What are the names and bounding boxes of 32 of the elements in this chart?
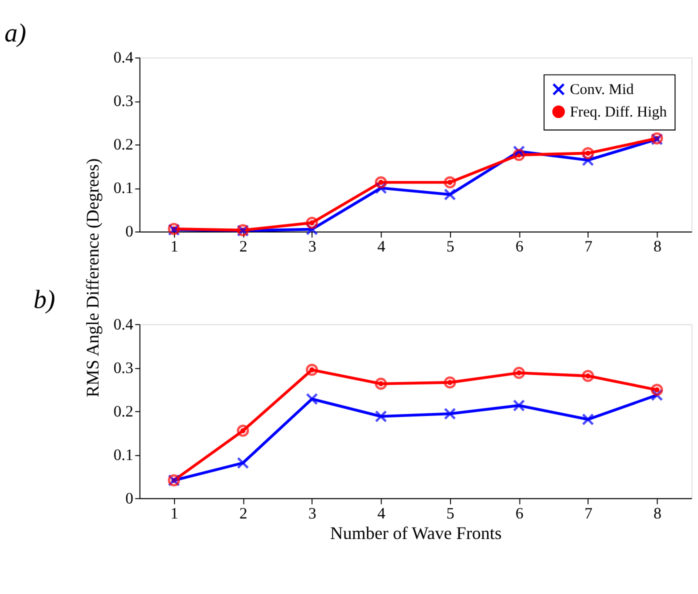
x-tick-label: 5	[446, 238, 454, 256]
x-tick-label: 5	[446, 505, 454, 522]
y-tick-label: 0.2	[113, 136, 134, 154]
legend-label: Freq. Diff. High	[570, 104, 668, 120]
x-tick-label: 3	[308, 505, 316, 522]
x-tick-label: 2	[239, 238, 248, 256]
y-tick-label: 0.1	[113, 180, 134, 198]
chart-title: a)	[4, 18, 26, 48]
chart-title: b)	[33, 285, 56, 314]
x-tick-label: 2	[239, 505, 248, 522]
x-tick-label: 4	[377, 238, 386, 256]
y-tick-label: 0	[125, 224, 134, 241]
y-tick-label: 0.2	[113, 403, 134, 420]
x-axis-title: Number of Wave Fronts	[330, 522, 502, 543]
y-tick-label: 0.1	[113, 446, 134, 464]
x-tick-label: 6	[515, 505, 524, 522]
x-tick-label: 3	[308, 238, 316, 256]
x-tick-label: 7	[584, 238, 592, 256]
x-tick-label: 7	[584, 505, 592, 522]
x-tick-label: 8	[653, 238, 662, 256]
y-tick-label: 0.4	[113, 50, 134, 67]
y-tick-label: 0	[125, 490, 134, 508]
y-tick-label: 0.4	[113, 316, 134, 334]
x-tick-label: 6	[515, 238, 524, 256]
y-tick-label: 0.3	[113, 93, 134, 110]
x-tick-label: 8	[653, 505, 662, 522]
x-tick-label: 1	[170, 505, 178, 522]
legend-label: Conv. Mid	[570, 82, 634, 98]
y-tick-label: 0.3	[113, 360, 134, 377]
x-tick-label: 4	[377, 505, 386, 522]
x-tick-label: 1	[170, 238, 178, 256]
y-axis-title: RMS Angle Difference (Degrees)	[82, 158, 102, 398]
